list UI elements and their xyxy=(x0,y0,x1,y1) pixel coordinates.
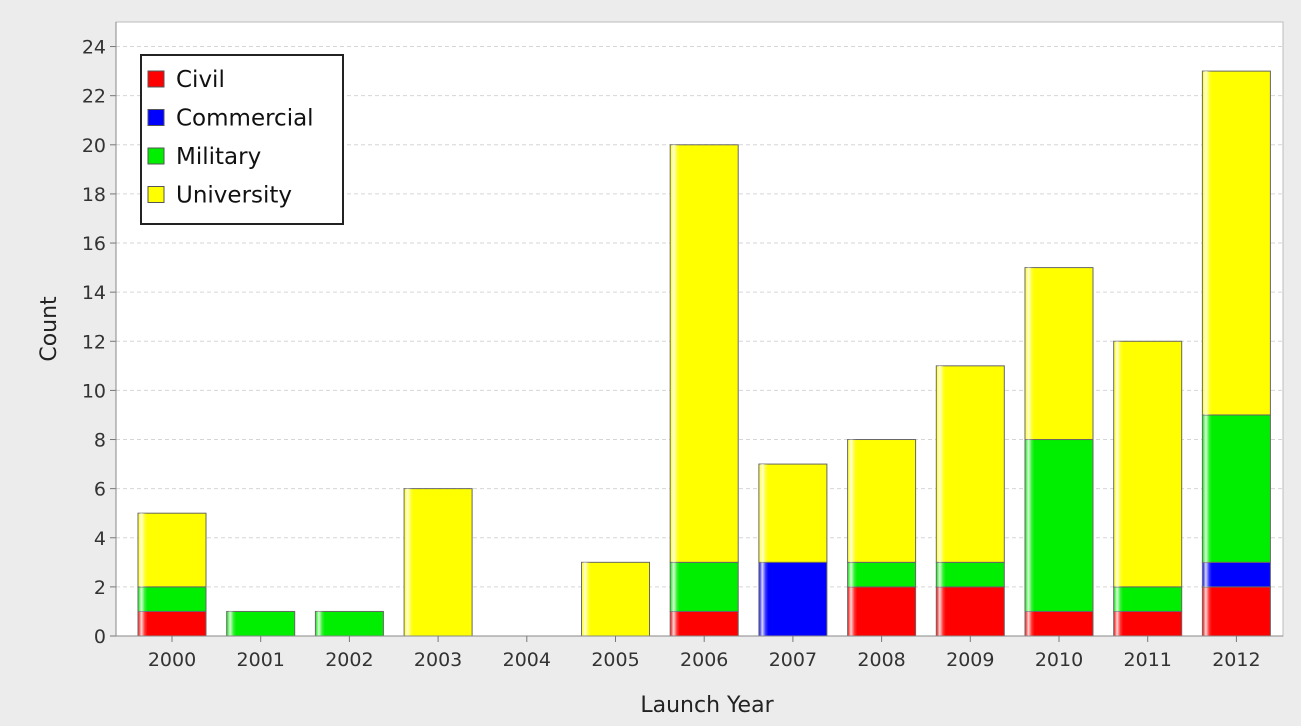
x-tick-label: 2004 xyxy=(503,649,551,671)
x-tick-label: 2009 xyxy=(946,649,994,671)
y-tick-label: 22 xyxy=(82,86,106,108)
y-tick-label: 20 xyxy=(82,135,106,157)
bar-sheen xyxy=(1202,562,1271,587)
bar-sheen xyxy=(758,464,827,563)
y-tick-label: 4 xyxy=(94,528,106,550)
legend-swatch xyxy=(147,70,165,88)
legend-label: Military xyxy=(176,144,261,170)
bar-sheen xyxy=(1113,611,1182,636)
bar-sheen xyxy=(404,488,473,636)
x-tick-label: 2012 xyxy=(1212,649,1260,671)
bar-sheen xyxy=(226,611,295,636)
legend-swatch xyxy=(147,186,165,203)
x-tick-label: 2001 xyxy=(237,649,285,671)
bar-sheen xyxy=(1202,414,1271,563)
x-tick-label: 2003 xyxy=(414,649,462,671)
legend-label: Civil xyxy=(176,67,225,93)
y-tick-label: 18 xyxy=(82,184,106,206)
y-tick-label: 8 xyxy=(94,430,106,452)
bar-sheen xyxy=(1113,341,1182,587)
y-tick-label: 12 xyxy=(82,331,106,353)
bar-sheen xyxy=(581,562,650,636)
x-tick-label: 2006 xyxy=(680,649,728,671)
bar-sheen xyxy=(138,586,206,612)
bar-sheen xyxy=(847,562,916,587)
legend-label: Commercial xyxy=(176,106,314,132)
y-tick-label: 6 xyxy=(94,479,106,501)
bar-sheen xyxy=(1025,439,1093,612)
bar-sheen xyxy=(670,611,739,636)
bar-sheen xyxy=(315,611,384,636)
x-tick-label: 2010 xyxy=(1035,649,1083,671)
x-tick-label: 2002 xyxy=(325,649,373,671)
bar-sheen xyxy=(138,513,206,587)
bar-sheen xyxy=(758,562,827,636)
legend: Civil Commercial Military University xyxy=(140,54,344,225)
bar-sheen xyxy=(847,439,916,563)
bar-sheen xyxy=(1025,611,1093,636)
y-tick-label: 24 xyxy=(82,37,106,59)
x-tick-label: 2008 xyxy=(857,649,905,671)
y-tick-label: 16 xyxy=(82,233,106,255)
bar-sheen xyxy=(936,562,1005,587)
bars xyxy=(137,70,1271,637)
y-tick-label: 14 xyxy=(82,282,106,304)
x-axis-title: Launch Year xyxy=(640,693,774,718)
legend-label: University xyxy=(176,183,292,209)
bar-sheen xyxy=(936,586,1005,636)
bar-sheen xyxy=(847,586,916,636)
bar-sheen xyxy=(936,365,1005,563)
bar-sheen xyxy=(1202,586,1271,636)
x-tick-label: 2005 xyxy=(591,649,639,671)
bar-sheen xyxy=(1202,71,1271,415)
y-tick-label: 10 xyxy=(82,380,106,402)
y-tick-label: 0 xyxy=(94,626,106,648)
bar-sheen xyxy=(138,611,206,636)
legend-swatch xyxy=(147,147,165,165)
x-tick-label: 2000 xyxy=(148,649,196,671)
x-tick-label: 2007 xyxy=(769,649,817,671)
bar-sheen xyxy=(670,144,739,563)
bar-sheen xyxy=(1025,267,1093,440)
bar-sheen xyxy=(670,562,739,612)
x-tick-label: 2011 xyxy=(1124,649,1172,671)
legend-box xyxy=(140,54,344,225)
y-tick-label: 2 xyxy=(94,577,106,599)
legend-swatch xyxy=(147,109,165,126)
y-axis-title: Count xyxy=(37,296,62,362)
bar-sheen xyxy=(1113,586,1182,612)
